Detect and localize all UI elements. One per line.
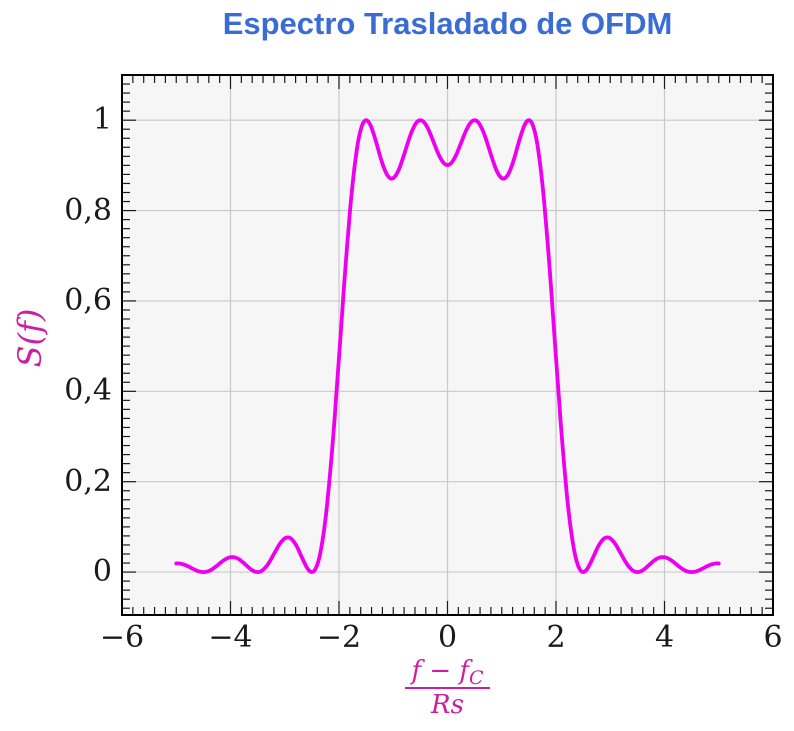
y-tick-label: 0,2 [64,463,112,499]
x-tick-label: −4 [208,620,253,655]
y-tick-label: 0,6 [64,282,112,318]
y-axis-label: S(f) [11,308,49,368]
x-axis-label: f − fC Rs [122,656,773,720]
y-tick-label: 0 [92,554,112,590]
x-tick-label: −6 [99,620,145,655]
spectrum-curve [174,118,721,574]
x-tick-label: 0 [437,620,458,655]
x-tick-label: −2 [316,620,362,655]
x-label-numerator-subscript: C [469,667,484,689]
x-tick-label: 4 [654,620,675,655]
y-tick-label: 1 [92,102,112,138]
x-label-denominator: Rs [431,690,464,720]
plot-frame [121,74,774,616]
x-label-numerator: f − fC [405,656,490,689]
chart-title: Espectro Trasladado de OFDM [222,6,673,41]
x-axis-label-fraction: f − fC Rs [405,656,490,720]
y-tick-label: 0,8 [64,192,112,228]
y-tick-label: 0,4 [64,373,112,409]
x-tick-label: 6 [763,620,783,655]
x-tick-label: 2 [546,620,566,655]
